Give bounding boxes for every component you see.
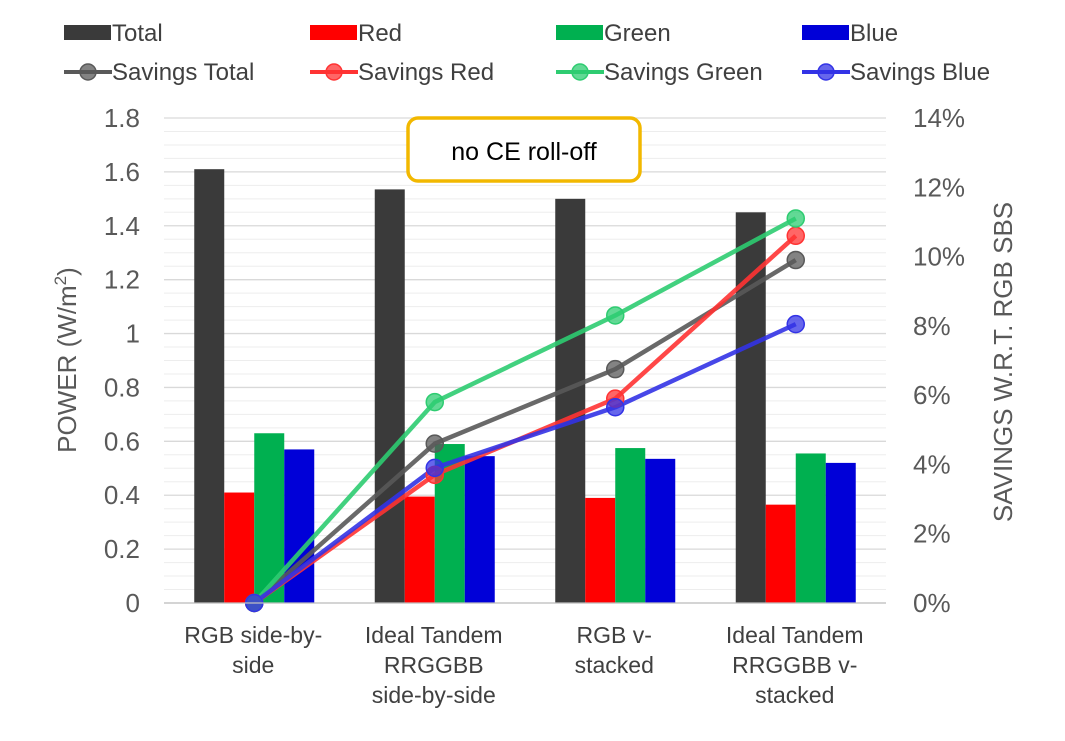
y-left-tick-label: 1.6 <box>104 157 140 187</box>
x-category-label-0: RGB side-by-side <box>184 622 322 678</box>
y-left-tick-label: 1 <box>126 319 140 349</box>
bar-total-0 <box>194 169 225 603</box>
y-right-tick-label: 6% <box>913 380 951 410</box>
x-category-label-3: Ideal Tandem RRGGBB v-stacked <box>726 622 864 708</box>
bars <box>194 169 856 603</box>
legend-swatch-green <box>556 25 603 40</box>
marker-savings-total-2 <box>606 359 625 379</box>
marker-savings-blue-2 <box>606 398 625 417</box>
y-left-tick-label: 1.8 <box>104 103 140 133</box>
bar-blue-1 <box>464 456 495 603</box>
savings-lines <box>245 209 805 613</box>
y-left-tick-label: 0.4 <box>104 480 140 510</box>
y-left-axis-title: POWER (W/m2) <box>51 267 82 453</box>
legend-label-savings-green: Savings Green <box>604 59 763 86</box>
y-left-tick-label: 0 <box>126 588 140 618</box>
bar-red-1 <box>404 496 435 603</box>
legend: Total Red Green Blue Savings Total Savings Re… <box>64 20 990 86</box>
line-savings-blue <box>252 322 797 605</box>
annotation-box <box>406 116 642 183</box>
marker-savings-green-1 <box>425 392 444 412</box>
y-right-tick-label: 8% <box>913 311 951 341</box>
legend-marker-savings-green <box>571 63 589 81</box>
legend-label-savings-total: Savings Total <box>112 59 254 86</box>
marker-savings-red-3 <box>786 226 805 246</box>
annotation: no CE roll-off <box>406 116 642 183</box>
legend-marker-savings-blue <box>817 63 835 81</box>
y-right-tick-label: 14% <box>913 103 965 133</box>
marker-savings-green-3 <box>786 209 805 228</box>
bar-total-1 <box>374 189 405 603</box>
y-right-tick-label: 0% <box>913 588 951 618</box>
bar-red-3 <box>765 504 796 603</box>
axes: 0 0.2 0.4 0.6 0.8 1 1.2 1.4 1.6 1.8 0% 2% 4% 6% 8% 10% 1… <box>51 103 1018 708</box>
legend-label-total: Total <box>112 20 163 47</box>
legend-label-savings-red: Savings Red <box>358 59 494 86</box>
line-savings-green <box>252 216 797 605</box>
bar-green-3 <box>795 453 826 603</box>
y-left-tick-label: 0.6 <box>104 426 140 456</box>
x-category-label-2: RGB v-stacked <box>575 622 654 678</box>
bar-total-3 <box>735 212 766 603</box>
marker-savings-blue-3 <box>786 314 805 334</box>
legend-label-red: Red <box>358 20 402 47</box>
bar-blue-2 <box>645 458 676 603</box>
bar-total-2 <box>555 198 586 603</box>
y-left-tick-label: 0.2 <box>104 534 140 564</box>
legend-marker-savings-red <box>325 63 343 81</box>
legend-label-blue: Blue <box>850 20 898 47</box>
legend-label-savings-blue: Savings Blue <box>850 59 990 86</box>
legend-marker-savings-total <box>79 63 97 81</box>
marker-savings-green-2 <box>606 306 625 325</box>
y-left-tick-label: 0.8 <box>104 372 140 402</box>
y-left-tick-label: 1.2 <box>104 265 140 295</box>
marker-savings-total-1 <box>425 434 444 453</box>
line-savings-red <box>252 234 798 605</box>
y-left-tick-label: 1.4 <box>104 211 140 241</box>
y-right-tick-label: 4% <box>913 449 951 479</box>
legend-swatch-red <box>310 25 357 40</box>
y-right-tick-label: 2% <box>913 519 951 549</box>
bar-red-0 <box>224 492 255 603</box>
legend-swatch-blue <box>802 25 849 40</box>
marker-savings-total-3 <box>786 250 805 270</box>
bar-green-2 <box>615 448 646 603</box>
bar-red-2 <box>585 497 616 603</box>
y-right-tick-label: 10% <box>913 242 965 272</box>
y-right-tick-label: 12% <box>913 172 965 202</box>
marker-savings-blue-1 <box>425 458 444 478</box>
legend-swatch-total <box>64 25 111 40</box>
x-category-label-1: Ideal Tandem RRGGBB side-by-side <box>365 622 503 708</box>
y-right-axis-title: SAVINGS W.R.T. RGB SBS <box>988 202 1018 522</box>
legend-label-green: Green <box>604 20 671 47</box>
annotation-text: no CE roll-off <box>451 138 596 166</box>
bar-blue-3 <box>825 462 856 603</box>
